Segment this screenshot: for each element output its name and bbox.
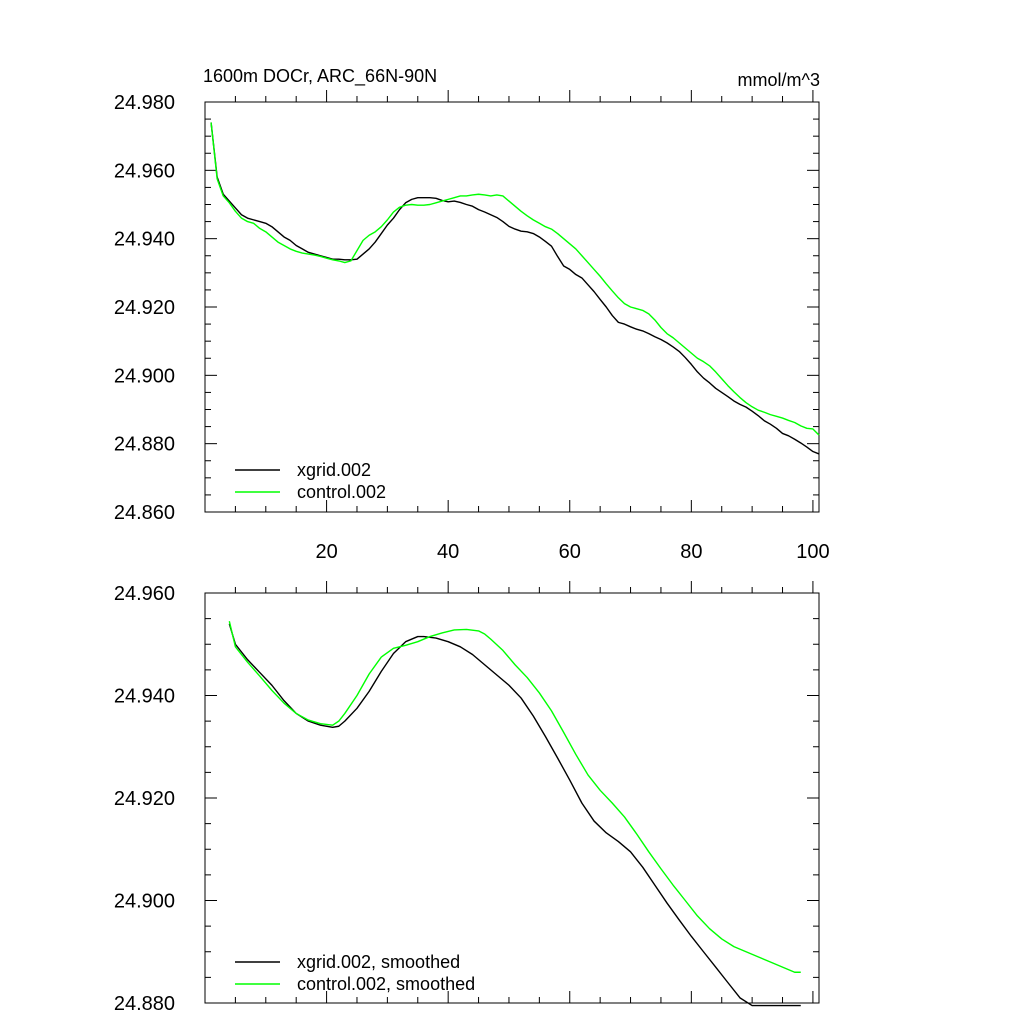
legend-label: control.002 [297,482,386,502]
y-tick-label: 24.920 [114,788,175,810]
series-line [228,623,801,1007]
axis-ticks [205,90,819,513]
y-tick-labels: 24.880 24.900 24.920 24.940 24.960 [114,583,175,1015]
top-panel: 1600m DOCr, ARC_66N-90N mmol/m^3 24.8602… [114,66,830,563]
y-tick-label: 24.860 [114,502,175,524]
y-tick-label: 24.960 [114,160,175,182]
y-tick-label: 24.880 [114,434,175,456]
series-line [210,122,820,455]
y-tick-label: 24.980 [114,92,175,114]
units-label: mmol/m^3 [738,70,820,90]
legend-label: xgrid.002, smoothed [297,952,460,972]
series-line [228,621,801,973]
y-tick-label: 24.900 [114,365,175,387]
legend-label: control.002, smoothed [297,974,475,994]
chart-title: 1600m DOCr, ARC_66N-90N [203,66,437,87]
x-tick-label: 60 [559,541,581,563]
series-line [210,122,820,436]
x-tick-label: 80 [680,541,702,563]
y-tick-label: 24.920 [114,297,175,319]
x-tick-label: 40 [437,541,459,563]
x-tick-labels: 20 40 60 80 100 [315,541,829,563]
plot-frame [204,101,820,513]
axis-ticks [205,581,819,1004]
y-tick-label: 24.960 [114,583,175,605]
y-tick-label: 24.880 [114,993,175,1015]
y-tick-label: 24.940 [114,686,175,708]
bottom-panel: 24.880 24.900 24.920 24.940 24.960 xgrid.002… [114,581,820,1015]
x-tick-label: 100 [796,541,829,563]
y-tick-labels: 24.860 24.880 24.900 24.920 24.940 24.960 24.9… [114,92,175,524]
y-tick-label: 24.900 [114,891,175,913]
series-lines [228,621,801,1007]
series-lines [210,122,820,455]
y-tick-label: 24.940 [114,229,175,251]
x-tick-label: 20 [315,541,337,563]
legend-label: xgrid.002 [297,460,371,480]
